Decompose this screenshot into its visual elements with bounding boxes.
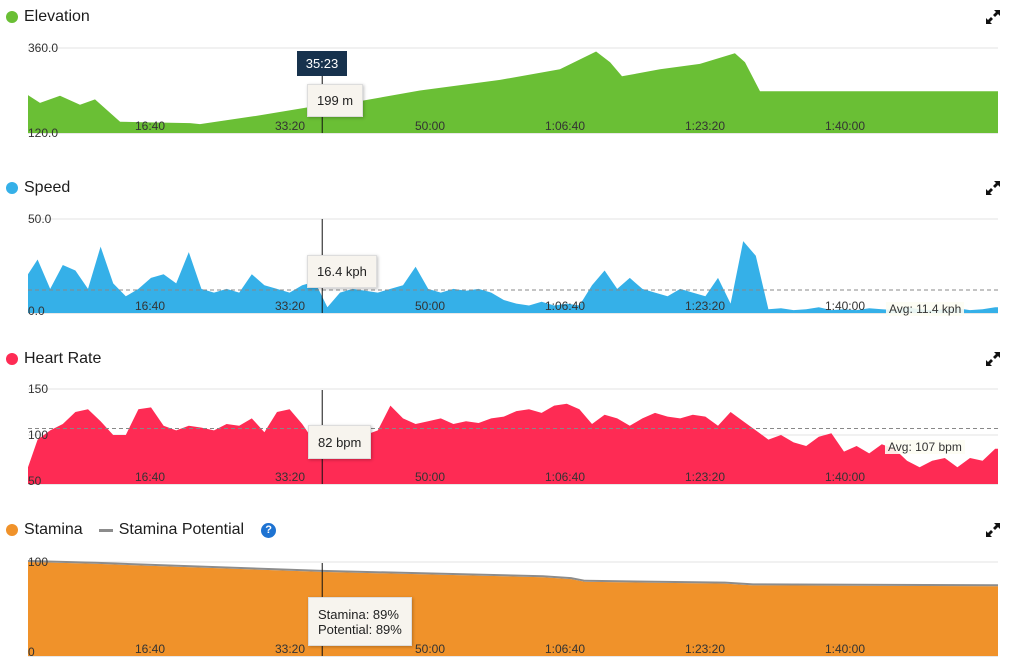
heart_rate-x-tick-label: 33:20	[275, 470, 305, 484]
stamina-potential-legend-label: Stamina Potential	[118, 521, 245, 538]
speed-y-tick-label: 0.0	[28, 304, 45, 318]
speed-average-label: Avg: 11.4 kph	[886, 302, 965, 316]
heart-rate-average-label: Avg: 107 bpm	[885, 440, 965, 454]
speed-title: Speed	[24, 179, 71, 196]
stamina-x-tick-label: 16:40	[135, 642, 165, 656]
speed-legend-dot	[6, 182, 18, 194]
elevation-area	[28, 51, 998, 133]
elevation-y-tick-label: 360.0	[28, 41, 58, 55]
speed-header: Speed	[6, 178, 70, 198]
elevation-tooltip: 199 m	[307, 84, 364, 117]
stamina-x-tick-label: 33:20	[275, 642, 305, 656]
elevation-legend-dot	[6, 11, 18, 23]
speed-x-tick-label: 33:20	[275, 299, 305, 313]
heart-rate-tooltip: 82 bpm	[308, 425, 372, 459]
elevation-title: Elevation	[24, 8, 90, 25]
heart-rate-legend-dot	[6, 353, 18, 365]
stamina-area	[28, 562, 998, 656]
heart_rate-x-tick-label: 16:40	[135, 470, 165, 484]
stamina-x-tick-label: 1:23:20	[685, 642, 725, 656]
speed-x-tick-label: 1:06:40	[545, 299, 585, 313]
elevation-x-tick-label: 16:40	[135, 119, 165, 133]
speed-x-tick-label: 1:23:20	[685, 299, 725, 313]
stamina-tooltip: Stamina: 89% Potential: 89%	[308, 597, 412, 646]
elevation-x-tick-label: 1:23:20	[685, 119, 725, 133]
speed-area	[28, 241, 998, 313]
elevation-x-tick-label: 1:06:40	[545, 119, 585, 133]
elevation-y-tick-label: 120.0	[28, 126, 58, 140]
elevation-header: Elevation	[6, 7, 90, 27]
speed-y-tick-label: 50.0	[28, 212, 52, 226]
heart_rate-x-tick-label: 1:06:40	[545, 470, 585, 484]
potential-tooltip-value: Potential: 89%	[318, 621, 402, 637]
stamina-tooltip-value: Stamina: 89%	[318, 606, 399, 622]
heart_rate-x-tick-label: 1:40:00	[825, 470, 865, 484]
stamina-header: Stamina Stamina Potential ?	[6, 520, 277, 540]
speed-x-tick-label: 16:40	[135, 299, 165, 313]
speed-x-tick-label: 1:40:00	[825, 299, 865, 313]
speed-x-tick-label: 50:00	[415, 299, 445, 313]
cursor-time-label: 35:23	[297, 51, 347, 76]
heart_rate-x-tick-label: 1:23:20	[685, 470, 725, 484]
heart_rate-x-tick-label: 50:00	[415, 470, 445, 484]
stamina-y-tick-label: 0	[28, 645, 35, 659]
expand-arrows-icon[interactable]	[985, 9, 1001, 25]
stamina-y-tick-label: 100	[28, 555, 48, 569]
heart_rate-y-tick-label: 100	[28, 428, 48, 442]
stamina-title: Stamina	[24, 521, 83, 538]
stamina-x-tick-label: 1:40:00	[825, 642, 865, 656]
heart_rate-y-tick-label: 150	[28, 382, 48, 396]
heart_rate-y-tick-label: 50	[28, 474, 42, 488]
speed-tooltip: 16.4 kph	[307, 255, 377, 288]
question-mark-icon[interactable]: ?	[261, 522, 277, 538]
elevation-x-tick-label: 33:20	[275, 119, 305, 133]
stamina-potential-legend-line	[98, 528, 113, 532]
stamina-x-tick-label: 50:00	[415, 642, 445, 656]
expand-arrows-icon[interactable]	[985, 522, 1001, 538]
heart-rate-header: Heart Rate	[6, 349, 101, 369]
heart-rate-title: Heart Rate	[24, 350, 102, 367]
stamina-legend-dot	[6, 524, 18, 536]
heart_rate-area	[28, 403, 998, 484]
expand-arrows-icon[interactable]	[985, 180, 1001, 196]
stamina-x-tick-label: 1:06:40	[545, 642, 585, 656]
elevation-x-tick-label: 1:40:00	[825, 119, 865, 133]
elevation-x-tick-label: 50:00	[415, 119, 445, 133]
stamina-potential-line	[27, 560, 999, 587]
expand-arrows-icon[interactable]	[985, 351, 1001, 367]
